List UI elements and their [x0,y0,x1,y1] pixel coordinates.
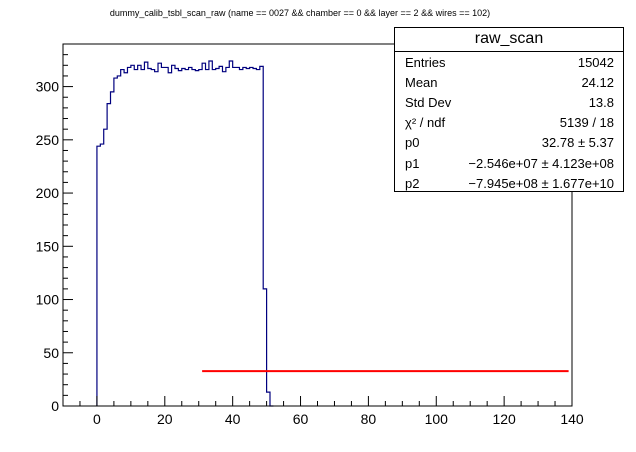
x-tick-label: 60 [293,411,309,427]
stats-row: Entries 15042 [395,52,623,72]
stats-row-value: 13.8 [588,94,614,110]
x-tick-label: 20 [157,411,173,427]
stats-row-value: −7.945e+08 ± 1.677e+10 [468,175,614,191]
stats-box: raw_scan Entries 15042 Mean 24.12 Std Dev 13.… [394,27,624,192]
x-tick-label: 100 [425,411,449,427]
stats-row-name: χ² / ndf [405,115,446,131]
stats-row-value: 32.78 ± 5.37 [541,135,614,151]
y-tick-label: 300 [36,79,60,95]
stats-row-name: Mean [405,74,438,90]
stats-row-name: p2 [405,175,420,191]
stats-row: Mean 24.12 [395,72,623,92]
y-tick-label: 100 [36,292,60,308]
chart-title: dummy_calib_tsbl_scan_raw (name == 0027 … [109,8,491,18]
stats-row-value: 24.12 [581,74,614,90]
stats-row: p2 −7.945e+08 ± 1.677e+10 [395,173,623,193]
stats-row-name: Entries [405,54,446,70]
stats-row-value: 5139 / 18 [559,115,614,131]
x-tick-label: 80 [361,411,377,427]
y-tick-label: 250 [36,132,60,148]
x-tick-label: 140 [560,411,584,427]
x-tick-label: 0 [93,411,101,427]
stats-row: p1 −2.546e+07 ± 4.123e+08 [395,153,623,173]
x-tick-label: 40 [225,411,241,427]
stats-row-value: 15042 [577,54,614,70]
stats-row-name: p1 [405,155,420,171]
stats-rows: Entries 15042 Mean 24.12 Std Dev 13.8 χ² / ndf… [395,52,623,193]
x-tick-label: 120 [492,411,516,427]
stats-row-value: −2.546e+07 ± 4.123e+08 [468,155,614,171]
stats-title: raw_scan [395,28,623,52]
y-tick-label: 200 [36,185,60,201]
stats-row: Std Dev 13.8 [395,92,623,112]
y-tick-label: 50 [43,345,59,361]
y-tick-label: 150 [36,238,60,254]
histogram-series [96,60,274,407]
y-tick-label: 0 [51,398,59,414]
stats-row: χ² / ndf 5139 / 18 [395,113,623,133]
stats-row-name: p0 [405,135,420,151]
stats-row-name: Std Dev [405,94,452,110]
stats-row: p0 32.78 ± 5.37 [395,133,623,153]
